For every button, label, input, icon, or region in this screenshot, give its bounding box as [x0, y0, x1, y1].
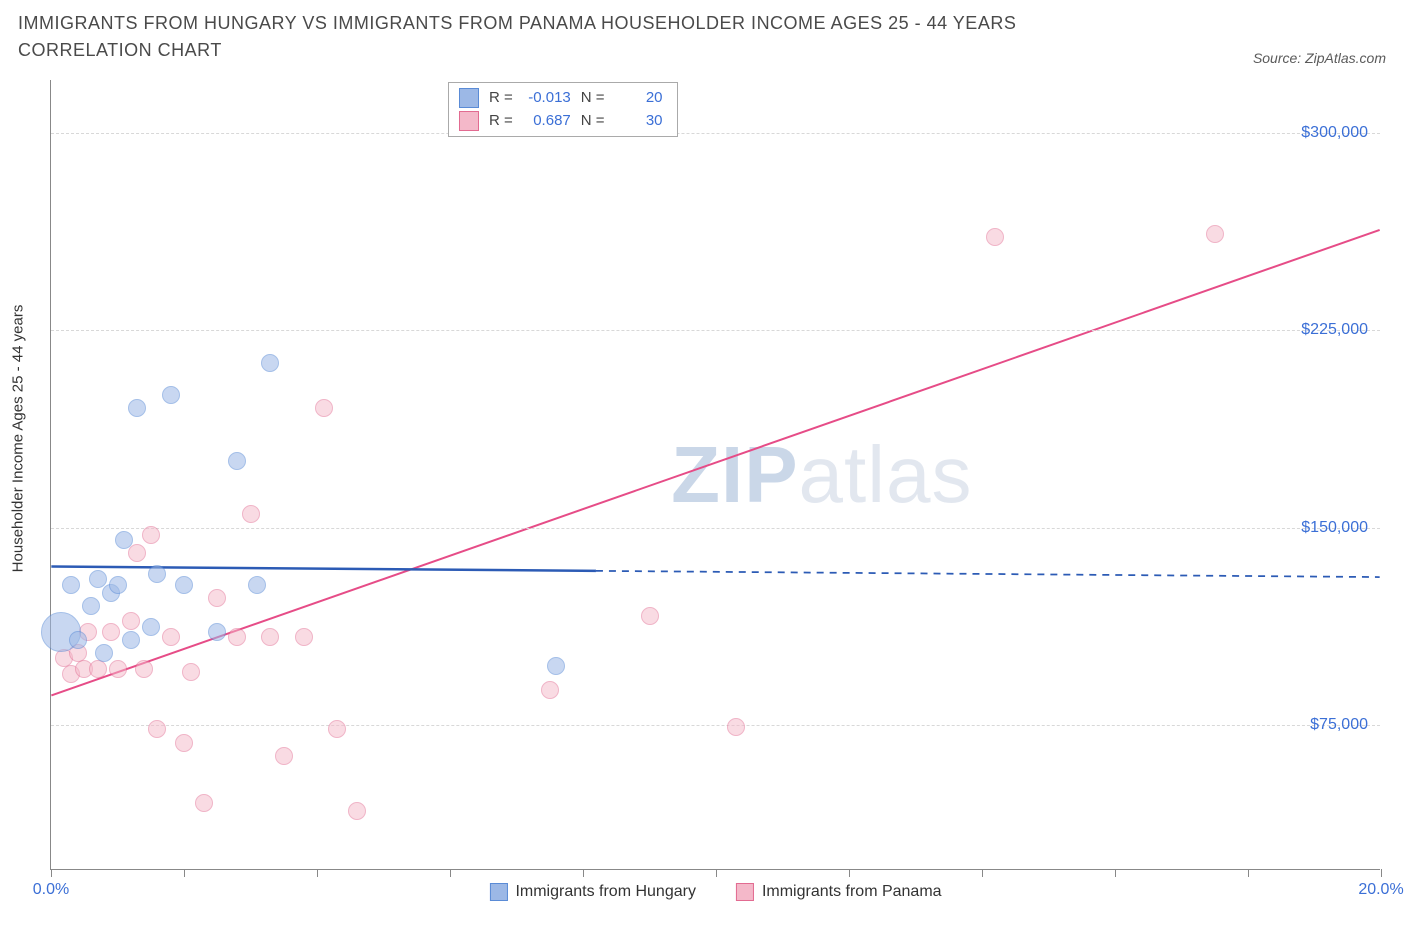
data-point-hungary [208, 623, 226, 641]
data-point-panama [541, 681, 559, 699]
data-point-panama [641, 607, 659, 625]
data-point-panama [122, 612, 140, 630]
data-point-panama [142, 526, 160, 544]
n-value-hungary: 20 [615, 87, 663, 110]
data-point-panama [135, 660, 153, 678]
r-label: R = [489, 87, 513, 110]
data-point-panama [208, 589, 226, 607]
data-point-panama [128, 544, 146, 562]
chart-title: IMMIGRANTS FROM HUNGARY VS IMMIGRANTS FR… [18, 10, 1118, 64]
data-point-panama [102, 623, 120, 641]
gridline [51, 133, 1380, 134]
trendline-dashed [596, 571, 1380, 577]
data-point-hungary [261, 354, 279, 372]
stats-legend: R = -0.013 N = 20 R = 0.687 N = 30 [448, 82, 678, 137]
swatch-panama [459, 111, 479, 131]
x-tick [1248, 869, 1249, 877]
x-tick [450, 869, 451, 877]
swatch-hungary [459, 88, 479, 108]
data-point-hungary [69, 631, 87, 649]
source-credit: Source: ZipAtlas.com [1253, 50, 1386, 66]
r-value-panama: 0.687 [523, 110, 571, 133]
data-point-hungary [228, 452, 246, 470]
n-label: N = [581, 87, 605, 110]
y-tick-label: $150,000 [1301, 519, 1368, 537]
x-tick [982, 869, 983, 877]
x-tick [583, 869, 584, 877]
data-point-hungary [547, 657, 565, 675]
n-value-panama: 30 [615, 110, 663, 133]
data-point-panama [175, 734, 193, 752]
data-point-panama [182, 663, 200, 681]
data-point-hungary [248, 576, 266, 594]
data-point-panama [275, 747, 293, 765]
stats-legend-row-hungary: R = -0.013 N = 20 [459, 87, 663, 110]
r-label: R = [489, 110, 513, 133]
legend-label-hungary: Immigrants from Hungary [515, 883, 696, 901]
data-point-panama [109, 660, 127, 678]
data-point-hungary [148, 565, 166, 583]
data-point-hungary [142, 618, 160, 636]
x-tick [317, 869, 318, 877]
x-tick [1115, 869, 1116, 877]
x-tick-label: 0.0% [33, 881, 69, 899]
data-point-hungary [95, 644, 113, 662]
x-tick [184, 869, 185, 877]
data-point-panama [986, 228, 1004, 246]
data-point-panama [348, 802, 366, 820]
x-tick [51, 869, 52, 877]
data-point-panama [195, 794, 213, 812]
data-point-panama [315, 399, 333, 417]
stats-legend-row-panama: R = 0.687 N = 30 [459, 110, 663, 133]
n-label: N = [581, 110, 605, 133]
y-tick-label: $225,000 [1301, 321, 1368, 339]
data-point-hungary [122, 631, 140, 649]
legend-swatch-hungary [489, 883, 507, 901]
data-point-hungary [162, 386, 180, 404]
data-point-panama [89, 660, 107, 678]
data-point-hungary [82, 597, 100, 615]
x-tick [1381, 869, 1382, 877]
r-value-hungary: -0.013 [523, 87, 571, 110]
y-tick-label: $300,000 [1301, 124, 1368, 142]
data-point-panama [148, 720, 166, 738]
legend-swatch-panama [736, 883, 754, 901]
gridline [51, 528, 1380, 529]
y-tick-label: $75,000 [1310, 716, 1368, 734]
data-point-hungary [115, 531, 133, 549]
legend-item-hungary: Immigrants from Hungary [489, 883, 696, 901]
data-point-panama [1206, 225, 1224, 243]
gridline [51, 330, 1380, 331]
plot-area: ZIPatlas $75,000 $150,000 $225,000 $300,000… [50, 80, 1380, 870]
data-point-panama [727, 718, 745, 736]
data-point-hungary [128, 399, 146, 417]
legend-label-panama: Immigrants from Panama [762, 883, 942, 901]
watermark: ZIPatlas [671, 429, 972, 521]
x-tick-label: 20.0% [1358, 881, 1403, 899]
data-point-panama [328, 720, 346, 738]
x-tick [849, 869, 850, 877]
gridline [51, 725, 1380, 726]
x-tick [716, 869, 717, 877]
data-point-panama [162, 628, 180, 646]
legend-item-panama: Immigrants from Panama [736, 883, 942, 901]
y-axis-label: Householder Income Ages 25 - 44 years [10, 305, 27, 573]
data-point-panama [242, 505, 260, 523]
series-legend: Immigrants from Hungary Immigrants from P… [489, 883, 941, 901]
data-point-panama [228, 628, 246, 646]
data-point-panama [295, 628, 313, 646]
trendline-solid [51, 567, 596, 571]
data-point-hungary [109, 576, 127, 594]
data-point-hungary [175, 576, 193, 594]
data-point-hungary [62, 576, 80, 594]
data-point-panama [261, 628, 279, 646]
